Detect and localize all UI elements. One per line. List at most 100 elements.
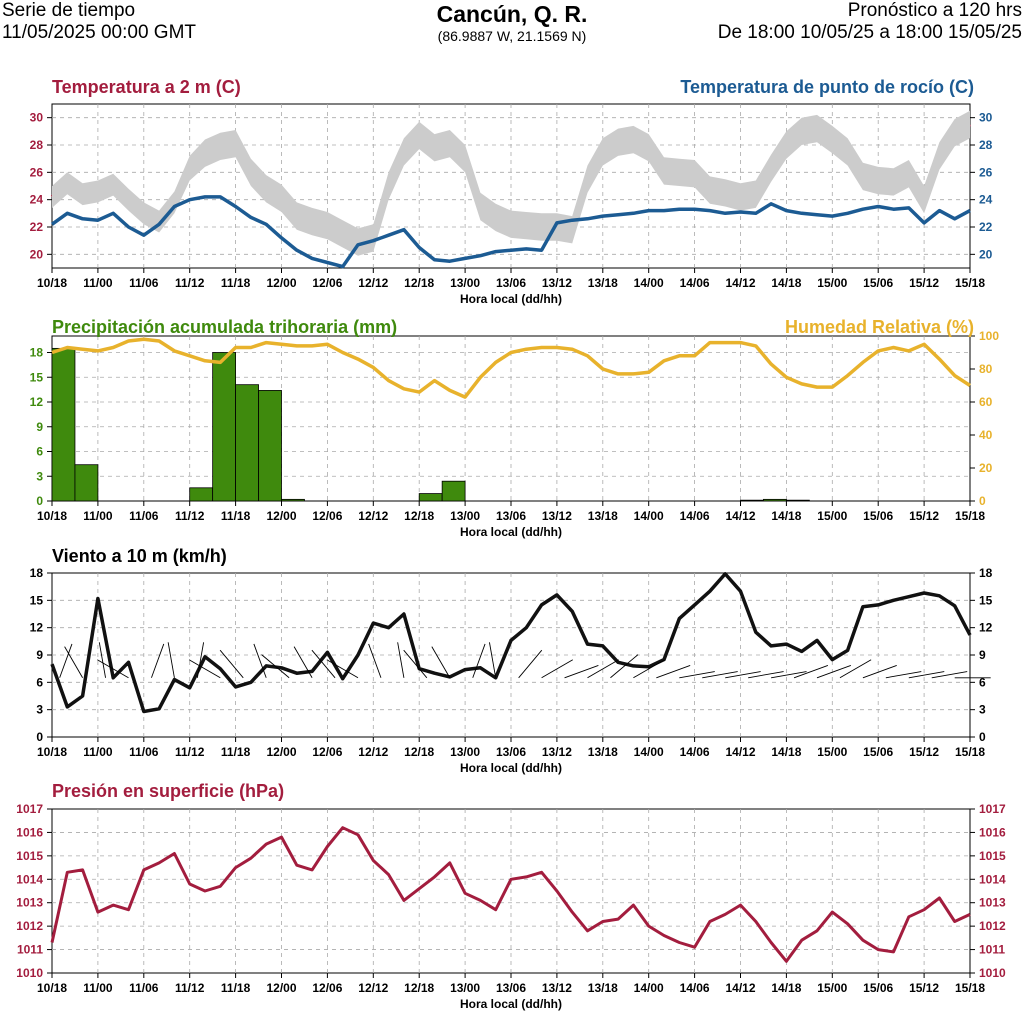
x-tick-label: 12/00	[266, 745, 296, 759]
x-tick-label: 14/18	[771, 745, 801, 759]
wind-barb	[97, 659, 129, 679]
wind-barb	[397, 642, 405, 678]
panel-precip_rh: 10/18 11/00 11/06 11/12 11/18 12/00 12/06 12/12…	[30, 317, 1000, 539]
y-tick-label-right: 1014	[979, 872, 1006, 886]
x-tick-label: 13/06	[496, 981, 526, 995]
y-tick-label-right: 1010	[979, 966, 1006, 980]
x-tick-label: 15/00	[817, 276, 847, 290]
wind-barb	[931, 671, 968, 679]
panel-pressure: 10/18 11/00 11/06 11/12 11/18 12/00 12/06 12/12…	[16, 781, 1006, 1011]
location-coordinates: (86.9887 W, 21.1569 N)	[437, 28, 587, 44]
x-tick-label: 15/12	[909, 981, 939, 995]
x-tick-label: 13/00	[450, 276, 480, 290]
x-axis-label: Hora local (dd/hh)	[460, 292, 562, 306]
y-tick-label-right: 1017	[979, 802, 1006, 816]
precip-bar	[418, 493, 443, 502]
x-tick-label: 14/12	[725, 509, 755, 523]
y-tick-label-right: 1013	[979, 896, 1006, 910]
wind-barb	[656, 665, 691, 679]
y-tick-label-left: 15	[30, 593, 44, 607]
panel-title-right: Temperatura de punto de rocío (C)	[680, 77, 974, 97]
viento-a-10-m-line	[50, 572, 972, 714]
y-tick-label-right: 80	[979, 362, 993, 376]
header-right: Pronóstico a 120 hrs De 18:00 10/05/25 a…	[718, 0, 1022, 44]
wind-barb	[541, 659, 574, 679]
x-tick-label: 13/00	[450, 981, 480, 995]
panel-title-left: Viento a 10 m (km/h)	[52, 546, 227, 566]
wind-barb	[587, 659, 619, 679]
y-tick-label-left: 1017	[16, 802, 43, 816]
y-tick-label-left: 1016	[16, 825, 43, 839]
x-tick-label: 15/18	[955, 276, 985, 290]
x-tick-label: 13/18	[588, 745, 618, 759]
x-tick-label: 12/18	[404, 509, 434, 523]
y-tick-label-left: 1015	[16, 849, 43, 863]
wind-barb	[908, 671, 945, 679]
precip-bar	[189, 487, 214, 502]
y-tick-label-right: 26	[979, 165, 993, 179]
header-left: Serie de tiempo 11/05/2025 00:00 GMT	[2, 0, 196, 44]
run-datetime: 11/05/2025 00:00 GMT	[2, 22, 196, 43]
wind-barb	[293, 646, 313, 679]
y-tick-label-right: 20	[979, 461, 993, 475]
wind-barb	[793, 665, 829, 679]
x-tick-label: 10/18	[37, 981, 67, 995]
wind-barb	[610, 654, 639, 679]
y-tick-label-left: 24	[30, 193, 44, 207]
wind-barb	[326, 659, 359, 679]
wind-barb	[489, 642, 497, 678]
forecast-date-range: De 18:00 10/05/25 a 18:00 15/05/25	[717, 22, 1022, 43]
wind-barb	[633, 659, 665, 679]
precip-bar	[281, 498, 305, 502]
y-tick-label-left: 20	[30, 247, 44, 261]
y-tick-label-left: 28	[30, 138, 44, 152]
x-tick-label: 14/00	[634, 745, 664, 759]
x-tick-label: 12/06	[312, 276, 342, 290]
y-tick-label-right: 40	[979, 428, 993, 442]
wind-barb	[167, 642, 175, 678]
x-tick-label: 14/00	[634, 981, 664, 995]
x-tick-label: 13/18	[588, 981, 618, 995]
x-tick-label: 14/12	[725, 276, 755, 290]
y-tick-label-left: 0	[36, 494, 43, 508]
y-tick-label-left: 9	[36, 420, 43, 434]
x-tick-label: 12/18	[404, 276, 434, 290]
x-tick-label: 14/00	[634, 276, 664, 290]
x-tick-label: 11/06	[129, 981, 159, 995]
x-tick-label: 11/00	[83, 509, 113, 523]
x-tick-label: 15/12	[909, 276, 939, 290]
x-tick-label: 13/12	[542, 745, 572, 759]
x-tick-label: 15/06	[863, 276, 893, 290]
y-tick-label-right: 20	[979, 247, 993, 261]
y-tick-label-left: 6	[36, 445, 43, 459]
y-tick-label-left: 12	[30, 395, 44, 409]
precip-bar	[763, 498, 787, 502]
wind-barb	[725, 671, 761, 679]
forecast-range-label: Pronóstico a 120 hrs	[847, 0, 1022, 21]
y-tick-label-right: 6	[979, 675, 986, 689]
y-tick-label-right: 30	[979, 111, 993, 125]
wind-barb	[311, 649, 336, 679]
panel-title-left: Temperatura a 2 m (C)	[52, 77, 241, 97]
x-tick-label: 14/12	[725, 981, 755, 995]
x-tick-label: 14/06	[680, 981, 710, 995]
y-tick-label-right: 0	[979, 494, 986, 508]
y-tick-label-left: 3	[36, 703, 43, 717]
x-tick-label: 11/00	[83, 276, 113, 290]
wind-barb	[472, 643, 486, 678]
y-tick-label-right: 100	[979, 329, 999, 343]
y-tick-label-right: 9	[979, 648, 986, 662]
x-tick-label: 12/18	[404, 745, 434, 759]
y-tick-label-right: 60	[979, 395, 993, 409]
y-tick-label-right: 22	[979, 220, 993, 234]
x-tick-label: 15/18	[955, 509, 985, 523]
x-tick-label: 10/18	[37, 276, 67, 290]
humedad-relativa-line	[51, 337, 971, 399]
x-tick-label: 12/00	[266, 509, 296, 523]
x-tick-label: 11/12	[175, 276, 205, 290]
precip-bar	[740, 499, 764, 502]
x-tick-label: 13/12	[542, 509, 572, 523]
x-tick-label: 15/00	[817, 745, 847, 759]
y-tick-label-right: 3	[979, 703, 986, 717]
